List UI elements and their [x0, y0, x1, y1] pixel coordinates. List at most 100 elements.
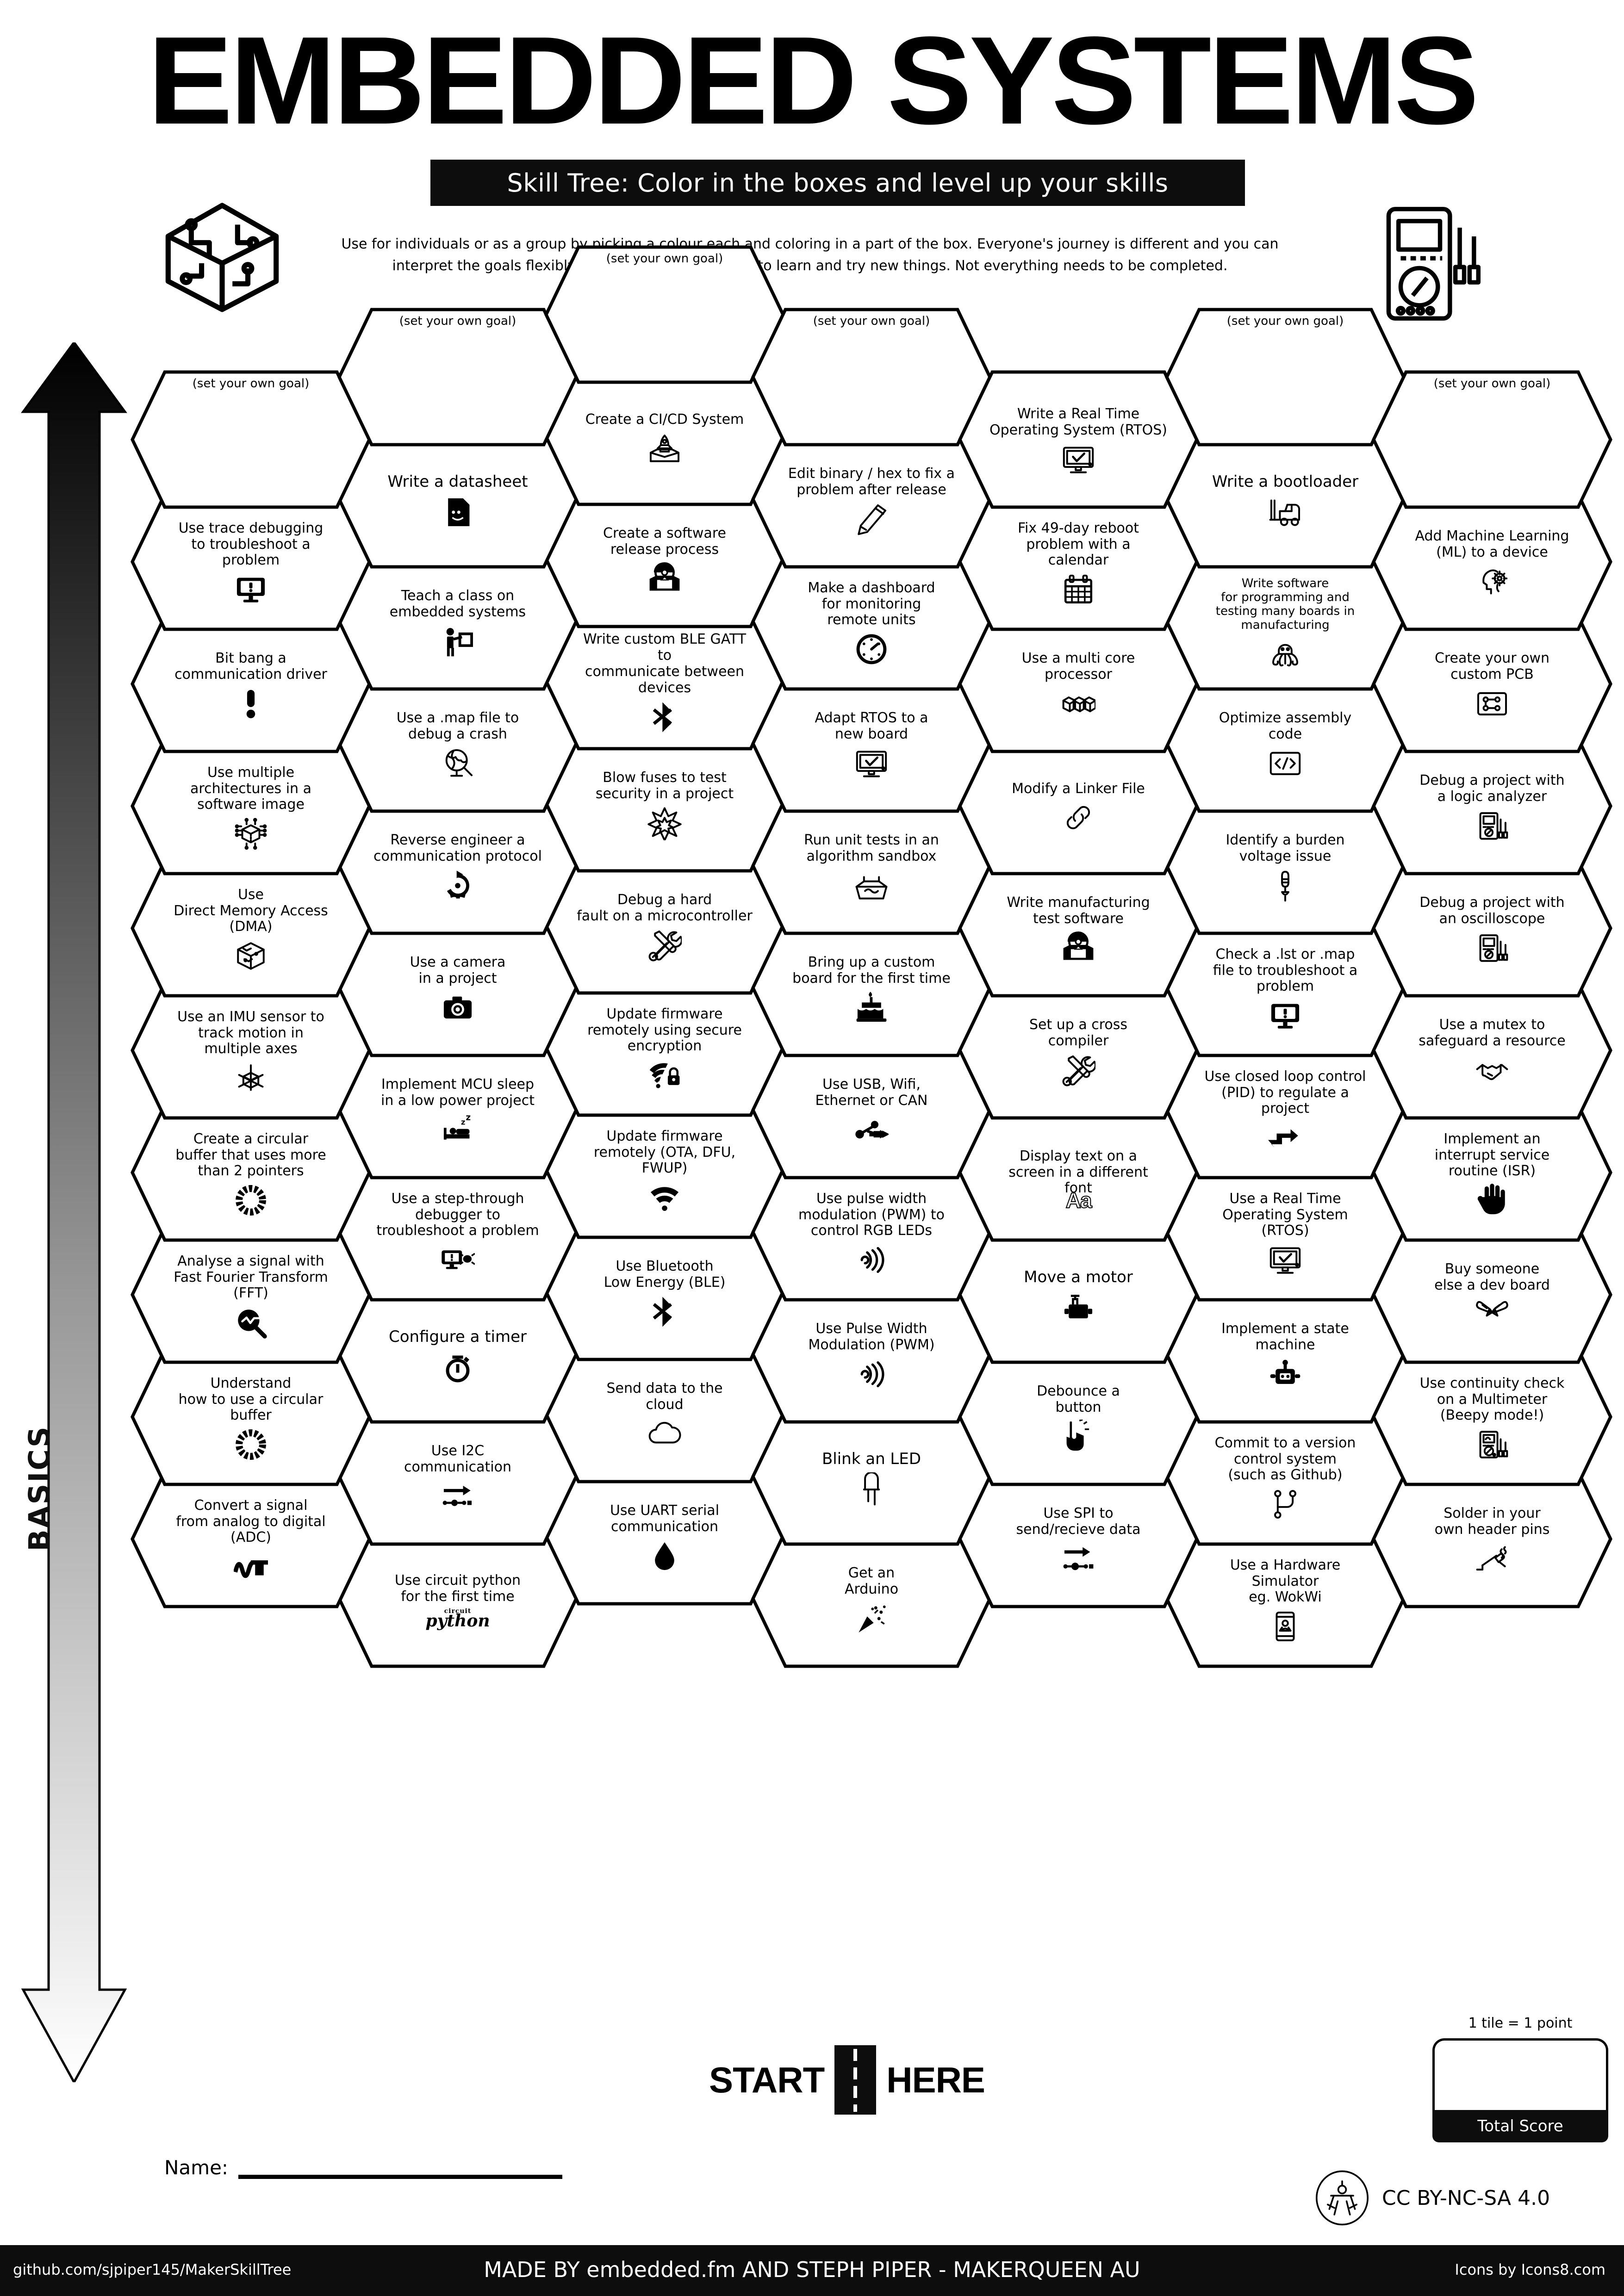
skill-hex-tile[interactable]: Use a .map file to debug a crash: [337, 674, 578, 813]
page-title: EMBEDDED SYSTEMS: [148, 11, 1479, 150]
skill-hex-tile[interactable]: Buy someone else a dev board: [1372, 1225, 1612, 1364]
skill-hex-tile[interactable]: Add Machine Learning (ML) to a device: [1372, 492, 1612, 631]
skill-hex-tile[interactable]: (set your own goal): [1165, 308, 1406, 447]
skill-hex-tile[interactable]: (set your own goal): [544, 245, 785, 384]
skill-hex-tile[interactable]: (set your own goal): [751, 308, 992, 447]
skill-hex-tile[interactable]: Write manufacturing test software: [958, 859, 1199, 998]
skill-hex-tile[interactable]: Convert a signal from analog to digital …: [131, 1470, 371, 1608]
ml-head-icon: [1475, 565, 1509, 599]
skill-hex-tile[interactable]: Use a mutex to safeguard a resource: [1372, 981, 1612, 1120]
skill-hex-tile[interactable]: Use SPI to send/recieve data: [958, 1470, 1199, 1608]
skill-hex-tile[interactable]: Implement a state machine: [1165, 1285, 1406, 1424]
skill-hex-tile[interactable]: Move a motor: [958, 1225, 1199, 1364]
skill-hex-tile[interactable]: Use Bluetooth Low Energy (BLE): [544, 1222, 785, 1361]
skill-hex-tile[interactable]: Display text on a screen in a different …: [958, 1103, 1199, 1242]
skill-hex-tile[interactable]: Write a bootloader: [1165, 430, 1406, 569]
skill-hex-tile[interactable]: Use closed loop control (PID) to regulat…: [1165, 1041, 1406, 1179]
skill-hex-tile[interactable]: Optimize assembly code: [1165, 674, 1406, 813]
skill-hex-tile[interactable]: Write a Real Time Operating System (RTOS…: [958, 370, 1199, 509]
skill-hex-tile[interactable]: Create a circular buffer that uses more …: [131, 1103, 371, 1242]
skill-hex-tile[interactable]: Bit bang a communication driver: [131, 614, 371, 753]
skill-hex-tile[interactable]: Edit binary / hex to fix a problem after…: [751, 430, 992, 569]
signal-magnifier-icon: [234, 1305, 268, 1340]
pencil-icon: [854, 502, 889, 536]
skill-hex-tile[interactable]: Use a step-through debugger to troublesh…: [337, 1163, 578, 1302]
skill-hex-tile[interactable]: Use Pulse Width Modulation (PWM): [751, 1285, 992, 1424]
debugger-bug-icon: [441, 1243, 475, 1277]
start-label: START: [709, 2059, 825, 2100]
skill-hex-tile[interactable]: Create a software release process: [544, 490, 785, 628]
skill-hex-tile[interactable]: Use UART serial communication: [544, 1467, 785, 1606]
skill-hex-tile[interactable]: Implement an interrupt service routine (…: [1372, 1103, 1612, 1242]
skill-hex-tile[interactable]: Set up a cross compiler: [958, 981, 1199, 1120]
total-score-box[interactable]: Total Score: [1432, 2038, 1608, 2142]
skill-hex-tile[interactable]: Update firmware remotely (OTA, DFU, FWUP…: [544, 1100, 785, 1239]
skill-hex-tile[interactable]: Solder in your own header pins: [1372, 1470, 1612, 1608]
skill-hex-tile[interactable]: Fix 49-day reboot problem with a calenda…: [958, 492, 1199, 631]
skill-hex-label: (set your own goal): [1433, 377, 1551, 391]
skill-hex-tile[interactable]: Use circuit python for the first time cir…: [337, 1529, 578, 1668]
git-branch-icon: [1268, 1487, 1302, 1521]
skill-hex-tile[interactable]: (set your own goal): [337, 308, 578, 447]
skill-hex-tile[interactable]: Use Direct Memory Access (DMA): [131, 859, 371, 998]
skill-hex-tile[interactable]: Analyse a signal with Fast Fourier Trans…: [131, 1225, 371, 1364]
skill-hex-label: Blow fuses to test security in a project: [595, 769, 734, 802]
skill-hex-tile[interactable]: Debug a project with a logic analyzer: [1372, 737, 1612, 875]
skill-hex-tile[interactable]: Commit to a version control system (such…: [1165, 1407, 1406, 1546]
skill-hex-tile[interactable]: Debug a hard fault on a microcontroller: [544, 856, 785, 995]
footer-github-link[interactable]: github.com/sjpiper145/MakerSkillTree: [13, 2261, 292, 2278]
skill-hex-tile[interactable]: Use an IMU sensor to track motion in mul…: [131, 981, 371, 1120]
skill-hex-tile[interactable]: Create your own custom PCB: [1372, 614, 1612, 753]
subtitle-banner: Skill Tree: Color in the boxes and level…: [430, 160, 1245, 206]
skill-hex-tile[interactable]: Run unit tests in an algorithm sandbox: [751, 796, 992, 935]
skill-hex-tile[interactable]: Blink an LED: [751, 1407, 992, 1546]
skill-hex-tile[interactable]: Use a camera in a project: [337, 918, 578, 1057]
skill-hex-tile[interactable]: Adapt RTOS to a new board: [751, 674, 992, 813]
skill-hex-tile[interactable]: Send data to the cloud: [544, 1345, 785, 1483]
skill-hex-tile[interactable]: Use multiple architectures in a software…: [131, 737, 371, 875]
total-score-input[interactable]: [1432, 2038, 1608, 2112]
intro-paragraph: Use for individuals or as a group by pic…: [341, 236, 1279, 274]
spi-bus-icon: [1061, 1542, 1095, 1576]
skill-hex-tile[interactable]: Write software for programming and testi…: [1165, 552, 1406, 691]
skill-hex-label: Update firmware remotely (OTA, DFU, FWUP…: [593, 1128, 736, 1177]
skill-hex-tile[interactable]: Use a Real Time Operating System (RTOS): [1165, 1163, 1406, 1302]
skill-hex-tile[interactable]: (set your own goal): [131, 370, 371, 509]
skill-hex-tile[interactable]: Write custom BLE GATT to communicate bet…: [544, 612, 785, 751]
skill-hex-tile[interactable]: (set your own goal): [1372, 370, 1612, 509]
skill-hex-tile[interactable]: Use USB, Wifi, Ethernet or CAN: [751, 1041, 992, 1179]
skill-hex-tile[interactable]: Write a datasheet: [337, 430, 578, 569]
skill-hex-tile[interactable]: Debounce a button: [958, 1347, 1199, 1486]
skill-hex-tile[interactable]: Understand how to use a circular buffer: [131, 1347, 371, 1486]
skill-hex-tile[interactable]: Get an Arduino: [751, 1529, 992, 1668]
skill-hex-tile[interactable]: Bring up a custom board for the first ti…: [751, 918, 992, 1057]
monitor-check-icon: [854, 746, 889, 781]
skill-hex-tile[interactable]: Check a .lst or .map file to troubleshoo…: [1165, 918, 1406, 1057]
skill-hex-tile[interactable]: Use a multi core processor: [958, 614, 1199, 753]
disc-box-icon: [647, 562, 682, 596]
cake-icon: [854, 991, 889, 1025]
skill-hex-tile[interactable]: Use pulse width modulation (PWM) to cont…: [751, 1163, 992, 1302]
name-input[interactable]: [238, 2170, 563, 2179]
skill-hex-tile[interactable]: Update firmware remotely using secure en…: [544, 978, 785, 1117]
skill-hex-tile[interactable]: Create a CI/CD System: [544, 367, 785, 506]
name-field-row[interactable]: Name:: [164, 2156, 563, 2179]
skill-hex-label: Create a CI/CD System: [585, 411, 744, 428]
skill-hex-tile[interactable]: Use trace debugging to troubleshoot a pr…: [131, 492, 371, 631]
hand-stop-icon: [1475, 1183, 1509, 1217]
skill-hex-label: Move a motor: [1024, 1268, 1133, 1287]
skill-hex-tile[interactable]: Modify a Linker File: [958, 737, 1199, 875]
skill-hex-tile[interactable]: Implement MCU sleep in a low power proje…: [337, 1041, 578, 1179]
skill-hex-tile[interactable]: Make a dashboard for monitoring remote u…: [751, 552, 992, 691]
skill-hex-tile[interactable]: Use continuity check on a Multimeter (Be…: [1372, 1347, 1612, 1486]
skill-hex-tile[interactable]: Use a Hardware Simulator eg. WokWi: [1165, 1529, 1406, 1668]
skill-hex-tile[interactable]: Reverse engineer a communication protoco…: [337, 796, 578, 935]
skill-hex-tile[interactable]: Identify a burden voltage issue: [1165, 796, 1406, 935]
skill-hex-label: Use I2C communication: [404, 1443, 511, 1475]
skill-hex-tile[interactable]: Blow fuses to test security in a project: [544, 734, 785, 873]
skill-hex-tile[interactable]: Debug a project with an oscilloscope: [1372, 859, 1612, 998]
skill-hex-tile[interactable]: Teach a class on embedded systems: [337, 552, 578, 691]
skill-hex-tile[interactable]: Use I2C communication: [337, 1407, 578, 1546]
skill-hex-tile[interactable]: Configure a timer: [337, 1285, 578, 1424]
monitor-alert-icon: [1268, 999, 1302, 1033]
